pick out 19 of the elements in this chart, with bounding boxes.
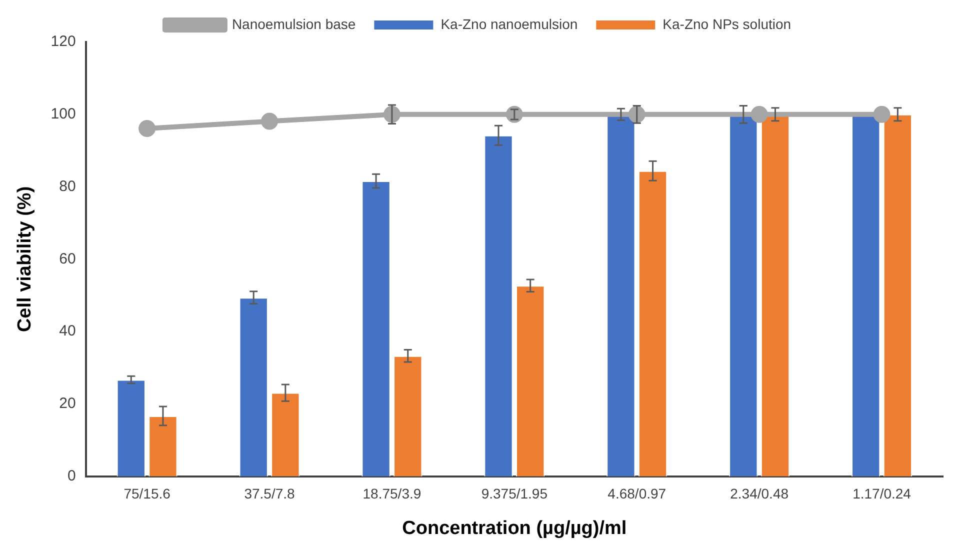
x-tick-label: 18.75/3.9	[362, 486, 422, 502]
x-tick-label: 1.17/0.24	[852, 486, 912, 502]
legend-label: Ka-Zno NPs solution	[662, 16, 792, 32]
legend-label: Nanoemulsion base	[232, 16, 356, 32]
y-tick-label: 0	[67, 468, 76, 485]
y-tick-label: 60	[59, 250, 76, 268]
x-tick-label: 75/15.6	[124, 486, 171, 502]
legend-label: Ka-Zno nanoemulsion	[440, 16, 578, 32]
x-axis-title: Concentration (µg/µg)/ml	[402, 518, 627, 539]
y-tick-label: 20	[59, 395, 76, 412]
x-tick-label: 9.375/1.95	[481, 486, 548, 502]
y-tick-label: 100	[50, 106, 76, 123]
y-axis-title: Cell viability (%)	[14, 186, 36, 332]
x-tick-label: 4.68/0.97	[608, 486, 666, 502]
x-tick-label: 2.34/0.48	[730, 486, 789, 502]
y-tick-label: 120	[50, 33, 76, 50]
y-tick-label: 80	[59, 178, 76, 195]
x-tick-label: 37.5/7.8	[244, 486, 296, 502]
y-tick-label: 40	[59, 322, 76, 340]
